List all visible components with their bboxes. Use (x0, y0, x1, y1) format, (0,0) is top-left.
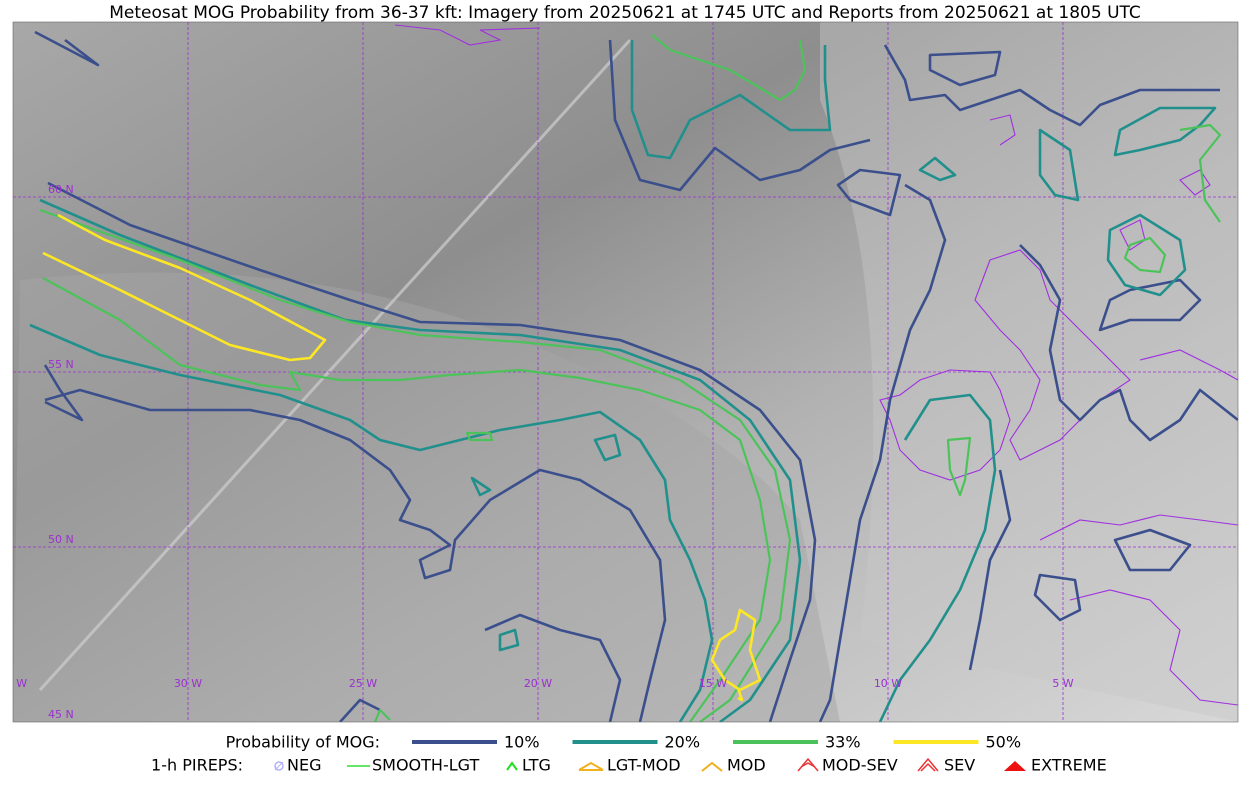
pirep-icon (578, 761, 604, 771)
pirep-icon (506, 761, 518, 771)
lon-label: 5 W (1052, 677, 1073, 690)
pirep-legend: 1-h PIREPS: NEG SMOOTH-LGT LTG LGT-MOD M… (151, 756, 1107, 775)
legend-label: LGT-MOD (607, 756, 681, 775)
lat-label: 60 N (48, 183, 74, 196)
legend-label: EXTREME (1031, 756, 1107, 775)
lat-label: 55 N (48, 358, 74, 371)
pirep-icon (274, 761, 284, 771)
legend-label: SEV (944, 756, 975, 775)
lon-label: 10 W (874, 677, 902, 690)
pirep-icon (917, 757, 939, 772)
legend-label: LTG (522, 756, 551, 775)
legend-label: MOD (727, 756, 766, 775)
pirep-icon (797, 757, 819, 772)
legend-label: MOD-SEV (822, 756, 898, 775)
probability-legend: Probability of MOG: 10% 20% 33% 50% (226, 733, 1021, 752)
lat-label: 50 N (48, 533, 74, 546)
contrail (38, 38, 632, 692)
map-title: Meteosat MOG Probability from 36-37 kft:… (109, 3, 1141, 23)
legend-title: 1-h PIREPS: (151, 756, 243, 775)
legend-label: 33% (825, 733, 861, 752)
legend-label: 10% (504, 733, 540, 752)
legend-label: 50% (986, 733, 1022, 752)
lon-label: 35 W (0, 677, 27, 690)
lon-label: 25 W (349, 677, 377, 690)
legend-label: 20% (665, 733, 701, 752)
lon-label: 20 W (524, 677, 552, 690)
pirep-icon (1004, 761, 1026, 771)
pirep-icon (274, 761, 284, 771)
map-area: 60 N 55 N 50 N 45 N 35 W 30 W 25 W 20 W … (0, 22, 1238, 722)
legend-label: SMOOTH-LGT (372, 756, 479, 775)
cloud-band (13, 272, 840, 722)
lon-label: 15 W (699, 677, 727, 690)
pirep-icon (701, 761, 723, 772)
legend-label: NEG (287, 756, 321, 775)
map-frame (12, 21, 1239, 723)
legend-title: Probability of MOG: (226, 733, 380, 752)
probability-contours (29, 30, 1238, 722)
lon-label: 30 W (174, 677, 202, 690)
lat-label: 45 N (48, 708, 74, 721)
